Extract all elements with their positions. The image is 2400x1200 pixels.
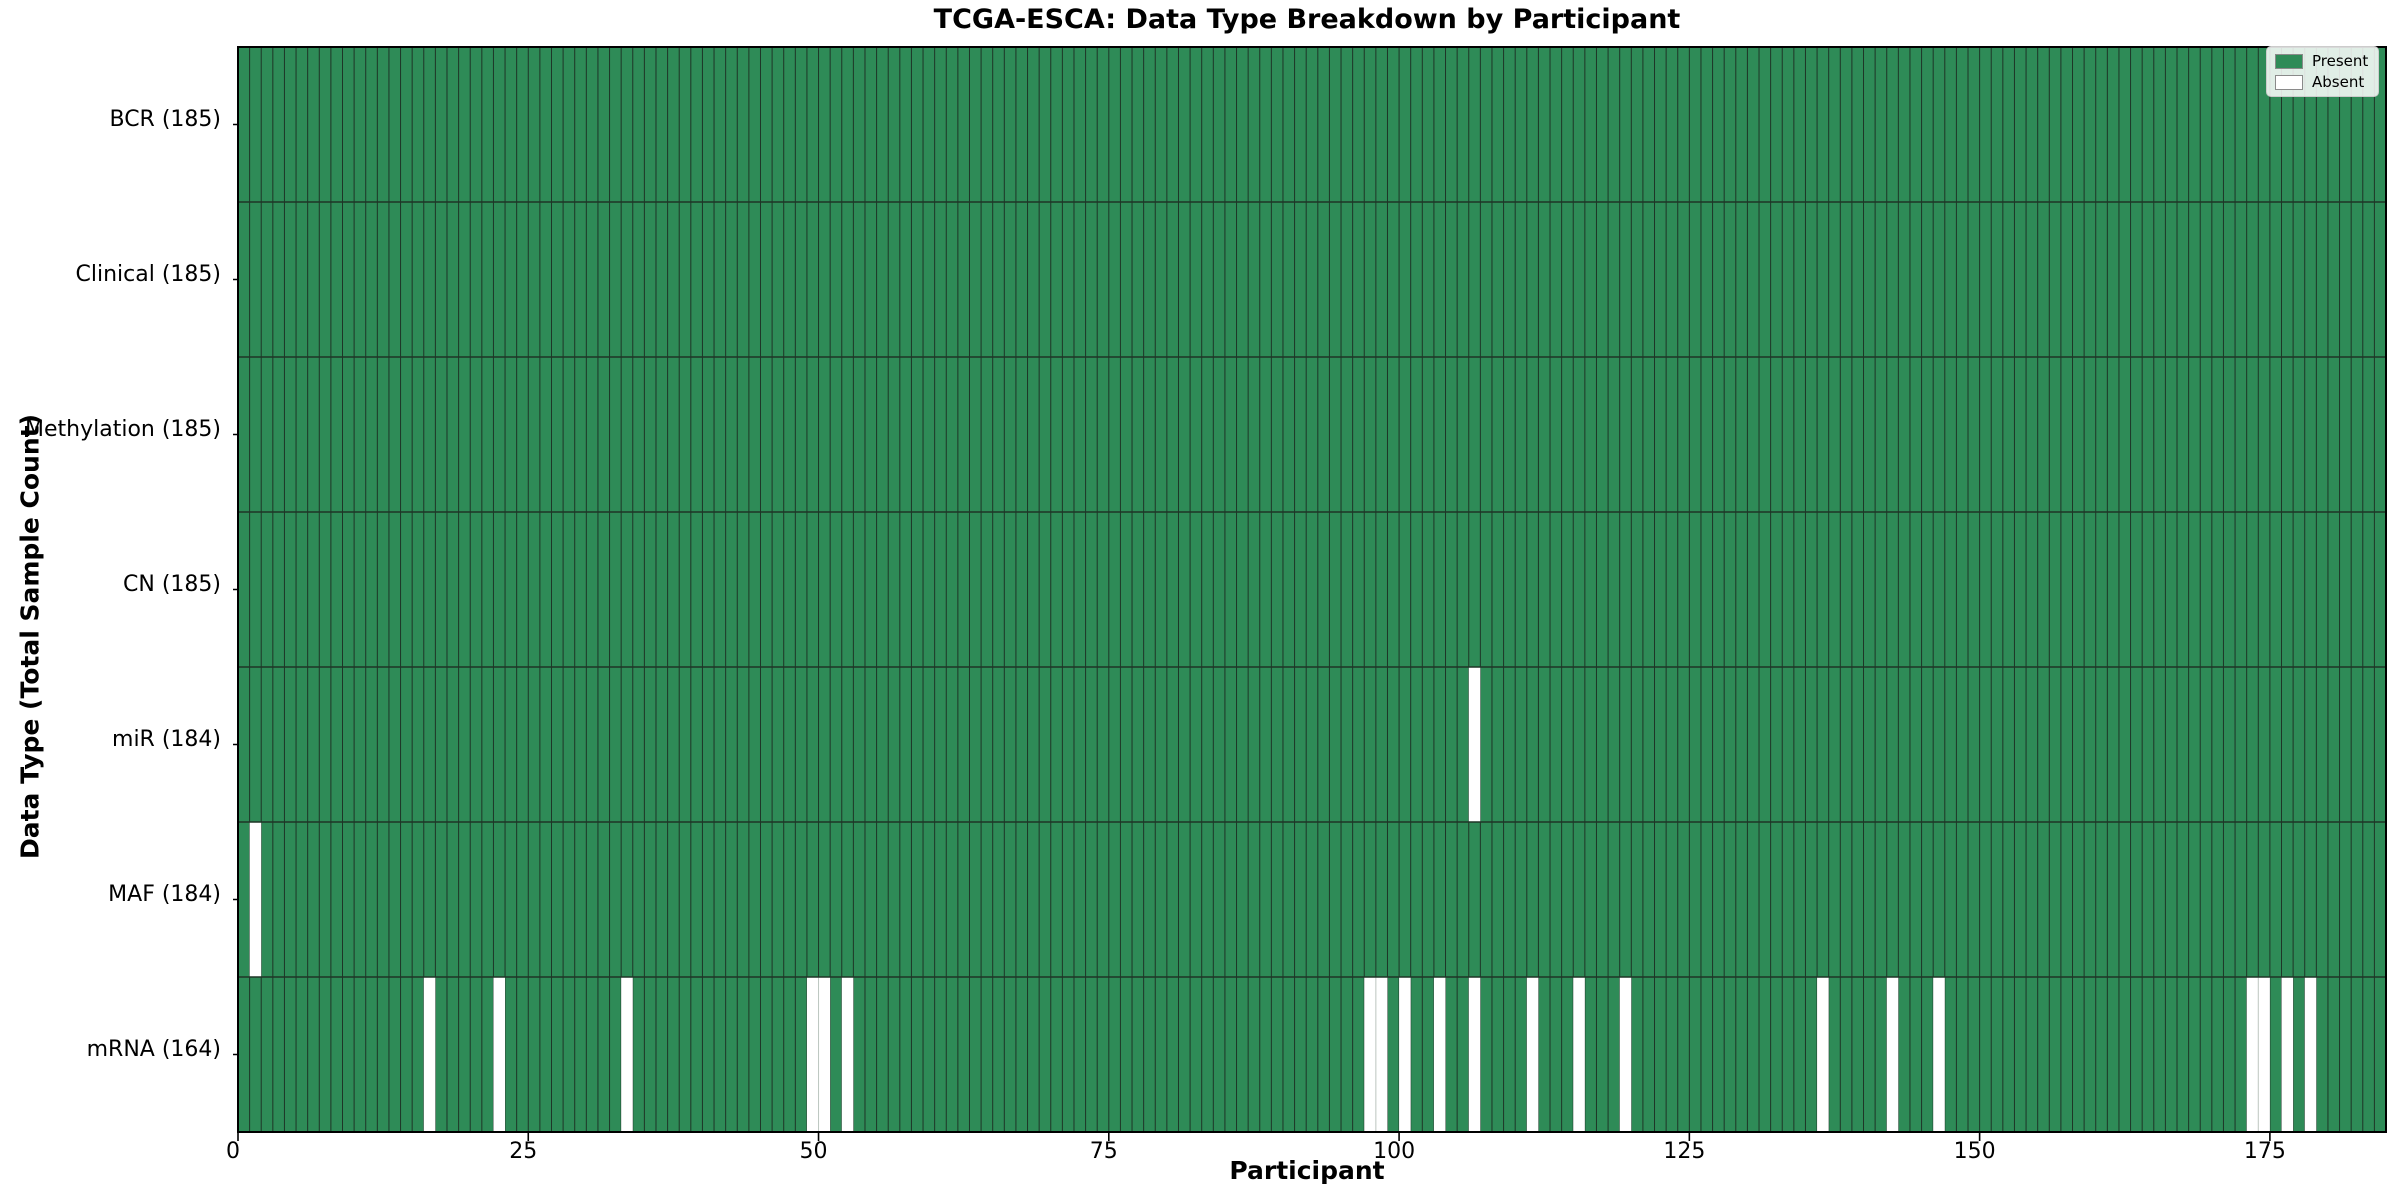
absent-cell (2258, 977, 2270, 1132)
absent-cell (2304, 977, 2317, 1132)
y-tick-label: miR (184) (112, 726, 221, 752)
legend: Present Absent (2266, 46, 2380, 97)
absent-cell (1468, 667, 1481, 822)
absent-cell (1886, 977, 1899, 1132)
absent-cell (1433, 977, 1446, 1132)
y-tick-label: Methylation (185) (25, 416, 221, 442)
y-tick-label: Clinical (185) (75, 261, 221, 287)
absent-cell (1468, 977, 1481, 1132)
cell-edge-lines (249, 47, 2375, 1132)
legend-item-present: Present (2275, 53, 2368, 69)
present-field (238, 47, 2386, 1132)
absent-swatch-icon (2275, 74, 2303, 90)
absent-cell (1399, 977, 1411, 1132)
x-tick-label: 100 (1373, 1139, 1416, 1164)
x-tick-label: 0 (226, 1139, 240, 1164)
absent-cell (841, 977, 854, 1132)
x-tick-label: 125 (1663, 1139, 1706, 1164)
x-tick-label: 175 (2243, 1139, 2286, 1164)
y-tick-label: mRNA (164) (86, 1036, 221, 1062)
y-tick-label: MAF (184) (108, 881, 221, 907)
absent-cell (806, 977, 819, 1132)
absent-cell (1817, 977, 1829, 1132)
present-swatch-icon (2275, 53, 2303, 69)
absent-cell (1573, 977, 1585, 1132)
absent-cell (249, 822, 262, 977)
y-tick-marks (233, 123, 238, 1056)
absent-cell (1526, 977, 1539, 1132)
legend-label-present: Present (2312, 52, 2369, 70)
x-tick-label: 50 (799, 1139, 828, 1164)
x-tick-label: 150 (1953, 1139, 1996, 1164)
absent-cell (2281, 977, 2294, 1132)
x-tick-marks (237, 1132, 2271, 1141)
y-tick-label: CN (185) (123, 571, 221, 597)
x-tick-label: 75 (1089, 1139, 1118, 1164)
absent-cell (621, 977, 633, 1132)
absent-cell (2246, 977, 2259, 1132)
legend-label-absent: Absent (2312, 73, 2365, 91)
absent-cell (1364, 977, 1376, 1132)
absent-cell (818, 977, 831, 1132)
absent-cell (423, 977, 436, 1132)
heatmap-plot (233, 46, 2387, 1141)
x-tick-label: 25 (509, 1139, 538, 1164)
absent-cell (1619, 977, 1632, 1132)
y-tick-label: BCR (185) (109, 106, 221, 132)
legend-item-absent: Absent (2275, 74, 2368, 90)
row-divider-lines (238, 201, 2386, 978)
absent-cell (1933, 977, 1945, 1132)
absent-cell (1375, 977, 1388, 1132)
chart-title: TCGA-ESCA: Data Type Breakdown by Partic… (933, 4, 1681, 35)
absent-cell (493, 977, 506, 1132)
x-axis-label: Participant (1229, 1156, 1385, 1185)
